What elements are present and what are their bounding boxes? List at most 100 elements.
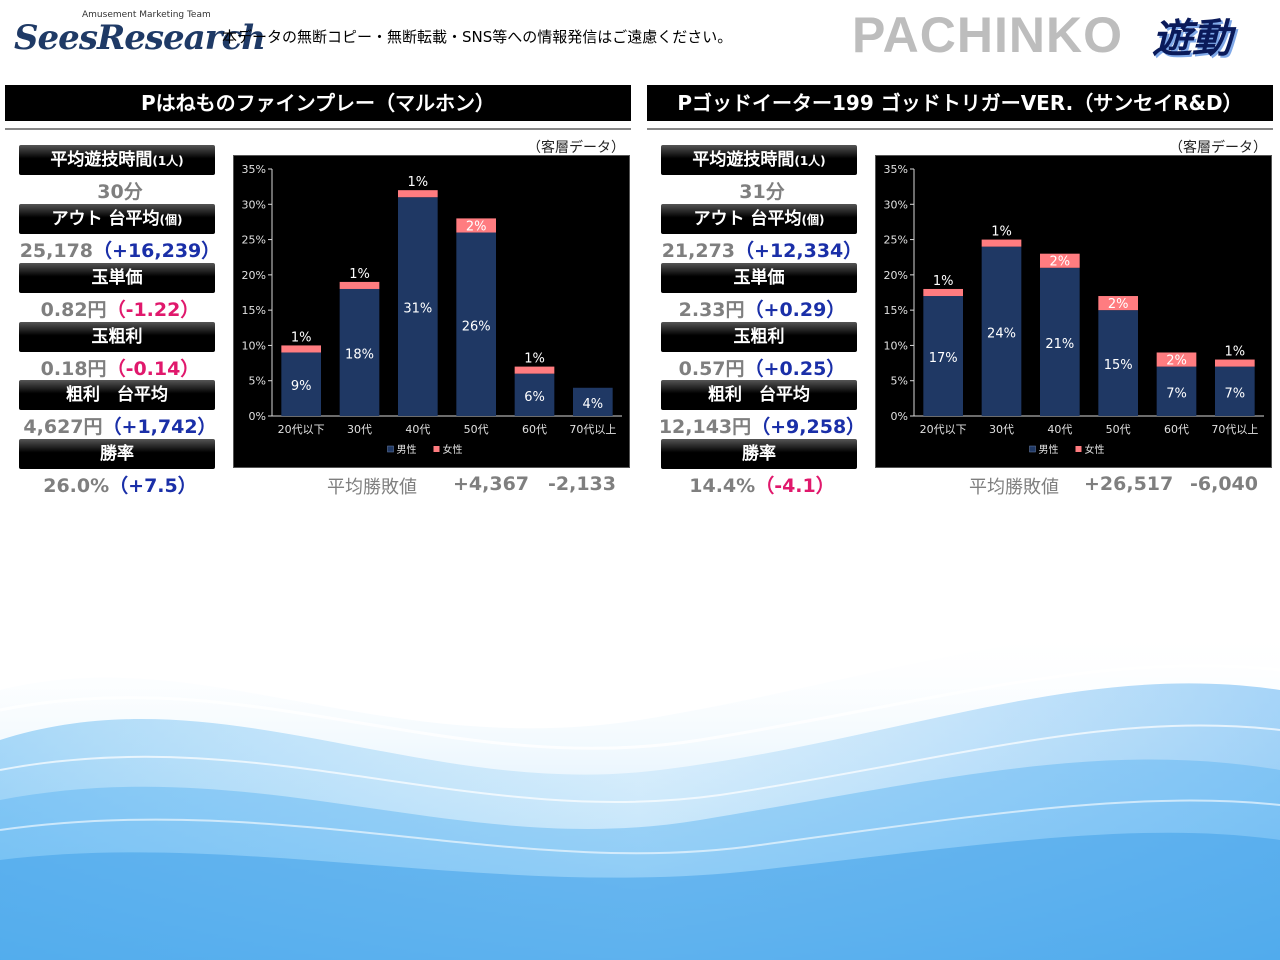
- yudo-logo-text: 遊動: [1152, 15, 1232, 62]
- bar-female: [1215, 359, 1255, 367]
- data-label-female: 1%: [933, 274, 954, 289]
- y-tick-label: 30%: [884, 198, 908, 211]
- y-tick-label: 35%: [884, 163, 908, 176]
- data-label-female: 2%: [1050, 255, 1071, 270]
- machine-panel-2: Pゴッドイーター199 ゴッドトリガーVER.（サンセイR&D） （客層データ） 平…: [647, 85, 1275, 505]
- stat-value-gross-avg: 12,143円（+9,258）: [647, 412, 877, 439]
- y-tick-label: 30%: [242, 198, 266, 211]
- x-tick-label: 70代以上: [1211, 423, 1258, 436]
- stat-value-diff: （+7.5）: [109, 475, 197, 497]
- data-label-female: 1%: [349, 267, 370, 282]
- stat-value-gross-avg: 4,627円（+1,742）: [5, 412, 235, 439]
- x-tick-label: 30代: [989, 423, 1014, 436]
- x-tick-label: 70代以上: [569, 423, 616, 436]
- stacked-bar-chart: 0% 5% 10% 15% 20% 25% 30% 35% 9% 1% 20代以下 18% 1% 30代 3…: [242, 163, 622, 456]
- bar-male: [398, 197, 438, 416]
- category-title: PACHINKO: [852, 7, 1123, 63]
- stat-label-unit-price: 玉単価: [19, 263, 215, 293]
- logo-brand-text: SeesResearch: [14, 18, 266, 58]
- x-tick-label: 30代: [347, 423, 372, 436]
- bar-male: [573, 387, 613, 416]
- stat-value-diff: （+0.25）: [744, 358, 846, 380]
- stacked-bar-chart: 0% 5% 10% 15% 20% 25% 30% 35% 17% 1% 20代以下 24% 1% 30代…: [884, 163, 1264, 456]
- stat-value-number: 0.82円: [40, 299, 107, 321]
- data-label-female: 2%: [1166, 354, 1187, 369]
- stat-label-out: アウト 台平均(個): [661, 204, 857, 234]
- x-tick-label: 40代: [1047, 423, 1072, 436]
- bar-female: [923, 288, 963, 297]
- bar-female: [1156, 352, 1197, 367]
- avg-win-loss-label: 平均勝敗値: [327, 477, 417, 498]
- y-tick-label: 5%: [891, 375, 908, 388]
- x-tick-label: 60代: [1164, 423, 1189, 436]
- bar-female: [281, 345, 321, 353]
- x-tick-label: 40代: [405, 423, 430, 436]
- bar-female: [981, 239, 1022, 247]
- stat-label-text: 勝率: [742, 444, 776, 464]
- x-tick-label: 60代: [522, 423, 547, 436]
- stat-label-text: アウト 台平均: [51, 209, 160, 229]
- bar-male: [1040, 267, 1080, 416]
- wave-background-decoration: [0, 626, 1280, 960]
- avg-loss-value: -2,133: [548, 473, 616, 495]
- stat-value-diff: （-0.14）: [106, 358, 200, 380]
- bar-male: [456, 232, 496, 416]
- stat-label-text: 玉単価: [733, 268, 785, 288]
- stat-label-gross-ball: 玉粗利: [19, 322, 215, 352]
- x-tick-label: 20代以下: [920, 423, 967, 436]
- stat-value-out: 21,273（+12,334）: [647, 236, 877, 263]
- stat-label-text: 玉粗利: [91, 327, 143, 347]
- stat-value-number: 25,178: [19, 240, 94, 262]
- bar-male: [981, 246, 1022, 416]
- data-label-female: 2%: [466, 219, 487, 234]
- y-tick-label: 25%: [242, 234, 266, 247]
- stat-label-win-rate: 勝率: [661, 439, 857, 469]
- legend-swatch-male: [1029, 445, 1036, 453]
- data-label-male: 4%: [583, 397, 604, 412]
- stat-value-number: 2.33円: [678, 299, 745, 321]
- machine-title: Pゴッドイーター199 ゴッドトリガーVER.（サンセイR&D）: [647, 85, 1273, 121]
- legend-label-female: 女性: [1085, 443, 1105, 456]
- y-tick-label: 35%: [242, 163, 266, 176]
- sees-research-logo: Amusement Marketing Team SeesResearch: [12, 8, 266, 58]
- legend-label-female: 女性: [443, 443, 463, 456]
- stat-value-number: 4,627円: [23, 416, 103, 438]
- bar-female: [514, 366, 555, 374]
- stat-value-number: 14.4%: [689, 475, 756, 497]
- yudo-logo: 遊動: [1140, 6, 1270, 64]
- bar-male: [1156, 366, 1197, 416]
- stat-value-out: 25,178（+16,239）: [5, 236, 235, 263]
- data-label-male: 7%: [1166, 386, 1187, 401]
- stat-label-gross-avg: 粗利 台平均: [19, 380, 215, 410]
- machine-panel-1: Pはねものファインプレー（マルホン） （客層データ） 平均遊技時間(1人) 30分 アウ…: [5, 85, 633, 505]
- data-label-male: 6%: [524, 390, 545, 405]
- stat-value-number: 12,143円: [658, 416, 752, 438]
- data-label-male: 24%: [987, 326, 1016, 341]
- copyright-notice: 本データの無断コピー・無断転載・SNS等への情報発信はご遠慮ください。: [222, 28, 733, 46]
- legend-swatch-male: [387, 445, 394, 453]
- bar-male: [339, 288, 380, 416]
- bar-female: [339, 281, 380, 289]
- stat-value-unit-price: 2.33円（+0.29）: [647, 295, 877, 322]
- stat-label-text: 平均遊技時間: [50, 150, 153, 170]
- data-label-female: 1%: [991, 225, 1012, 240]
- logo-team-text: Amusement Marketing Team: [82, 10, 211, 20]
- data-label-female: 1%: [408, 175, 429, 190]
- stat-value-win-rate: 26.0%（+7.5）: [5, 471, 235, 498]
- bar-male: [923, 296, 963, 416]
- legend-label-male: 男性: [1039, 443, 1059, 456]
- y-tick-label: 15%: [884, 304, 908, 317]
- stat-label-text: 平均遊技時間: [692, 150, 795, 170]
- stat-value-number: 21,273: [661, 240, 736, 262]
- data-label-female: 1%: [291, 330, 312, 345]
- bar-female: [1040, 253, 1080, 268]
- stat-label-play-time: 平均遊技時間(1人): [661, 145, 857, 175]
- stat-value-play-time: 30分: [97, 181, 143, 203]
- bar-male: [514, 373, 555, 416]
- stat-value-diff: （+1,742）: [102, 416, 217, 438]
- stat-label-unit: (1人): [794, 154, 826, 168]
- y-tick-label: 10%: [884, 339, 908, 352]
- bar-female: [1098, 296, 1138, 311]
- y-tick-label: 15%: [242, 304, 266, 317]
